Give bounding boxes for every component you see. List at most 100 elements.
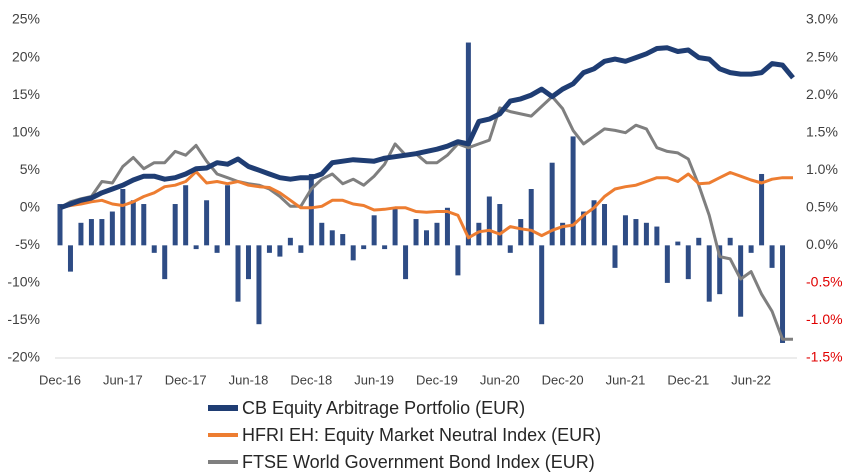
bar xyxy=(266,245,272,253)
bar xyxy=(717,245,723,295)
x-tick-label: Dec-21 xyxy=(667,372,709,387)
bar xyxy=(622,215,628,246)
bar xyxy=(57,204,63,246)
bar xyxy=(371,215,377,246)
x-tick-label: Dec-16 xyxy=(39,372,81,387)
bar xyxy=(727,237,733,246)
y-tick-label: 25% xyxy=(12,11,40,27)
bar xyxy=(528,189,534,246)
bar xyxy=(162,245,168,280)
bar xyxy=(539,245,545,325)
bar xyxy=(298,245,304,253)
bar xyxy=(759,173,765,246)
bar xyxy=(403,245,409,280)
bar xyxy=(109,211,115,246)
y-tick-label: -20% xyxy=(7,349,40,365)
bar xyxy=(696,237,702,246)
bar xyxy=(130,200,136,246)
legend-text: HFRI EH: Equity Market Neutral Index (EU… xyxy=(242,425,601,445)
bar xyxy=(340,234,346,246)
x-tick-label: Jun-22 xyxy=(731,372,771,387)
y2-tick-label: 2.5% xyxy=(806,48,838,64)
bar xyxy=(361,245,367,250)
y-tick-label: -15% xyxy=(7,311,40,327)
bar xyxy=(382,245,388,250)
bar xyxy=(602,204,608,246)
bar xyxy=(151,245,157,253)
y-tick-label: -5% xyxy=(15,236,40,252)
bar xyxy=(518,219,524,246)
bar xyxy=(633,219,639,246)
bar xyxy=(612,245,618,268)
y2-tick-label: 0.0% xyxy=(806,236,838,252)
y2-tick-label: 1.5% xyxy=(806,123,838,139)
bar xyxy=(256,245,262,325)
bar xyxy=(99,219,105,246)
x-tick-label: Dec-18 xyxy=(290,372,332,387)
bar xyxy=(706,245,712,302)
bar xyxy=(204,200,210,246)
bar xyxy=(141,204,147,246)
bar xyxy=(308,173,314,246)
bar xyxy=(769,245,775,268)
bar xyxy=(455,245,461,276)
y2-tick-label: -1.5% xyxy=(806,349,843,365)
bar xyxy=(780,245,786,343)
line xyxy=(59,170,793,240)
bar xyxy=(183,185,189,246)
bar xyxy=(685,245,691,280)
x-tick-label: Jun-19 xyxy=(354,372,394,387)
y2-tick-label: -1.0% xyxy=(806,311,843,327)
bar xyxy=(675,241,681,246)
y-tick-label: 5% xyxy=(20,161,40,177)
bar xyxy=(235,245,241,302)
x-tick-label: Dec-19 xyxy=(416,372,458,387)
bar xyxy=(581,211,587,246)
y-tick-label: 10% xyxy=(12,123,40,139)
bar xyxy=(476,222,482,246)
bar xyxy=(748,245,754,253)
bar xyxy=(120,189,126,246)
bar xyxy=(88,219,94,246)
bar xyxy=(424,230,429,246)
x-tick-label: Jun-21 xyxy=(606,372,646,387)
bar xyxy=(67,245,73,272)
bar xyxy=(193,245,199,250)
bar xyxy=(549,162,555,246)
line xyxy=(59,45,795,211)
bar xyxy=(497,204,503,246)
x-tick-label: Jun-18 xyxy=(229,372,269,387)
x-tick-label: Jun-17 xyxy=(103,372,143,387)
y-tick-label: 0% xyxy=(20,198,40,214)
bar xyxy=(507,245,513,253)
y2-tick-label: 3.0% xyxy=(806,11,838,27)
bar xyxy=(245,245,251,280)
bar xyxy=(225,185,231,246)
bar xyxy=(287,237,293,246)
bar xyxy=(570,136,576,246)
bar xyxy=(78,222,84,246)
y-tick-label: 15% xyxy=(12,86,40,102)
bar xyxy=(319,222,325,246)
bar xyxy=(413,219,419,246)
bar xyxy=(329,230,335,246)
y2-tick-label: 0.5% xyxy=(806,198,838,214)
bar xyxy=(214,245,220,253)
x-tick-label: Jun-20 xyxy=(480,372,520,387)
bar xyxy=(444,207,450,246)
bar xyxy=(392,207,398,246)
bar xyxy=(486,196,492,246)
y-tick-label: -10% xyxy=(7,274,40,290)
bar xyxy=(172,204,178,246)
bar xyxy=(664,245,670,283)
bar xyxy=(654,226,660,246)
bar xyxy=(277,245,283,257)
legend-text: FTSE World Government Bond Index (EUR) xyxy=(242,452,595,472)
y2-tick-label: 2.0% xyxy=(806,86,838,102)
bar xyxy=(434,222,440,246)
x-tick-label: Dec-17 xyxy=(165,372,207,387)
y2-tick-label: -0.5% xyxy=(806,274,843,290)
line xyxy=(59,95,793,341)
y-tick-label: 20% xyxy=(12,48,40,64)
